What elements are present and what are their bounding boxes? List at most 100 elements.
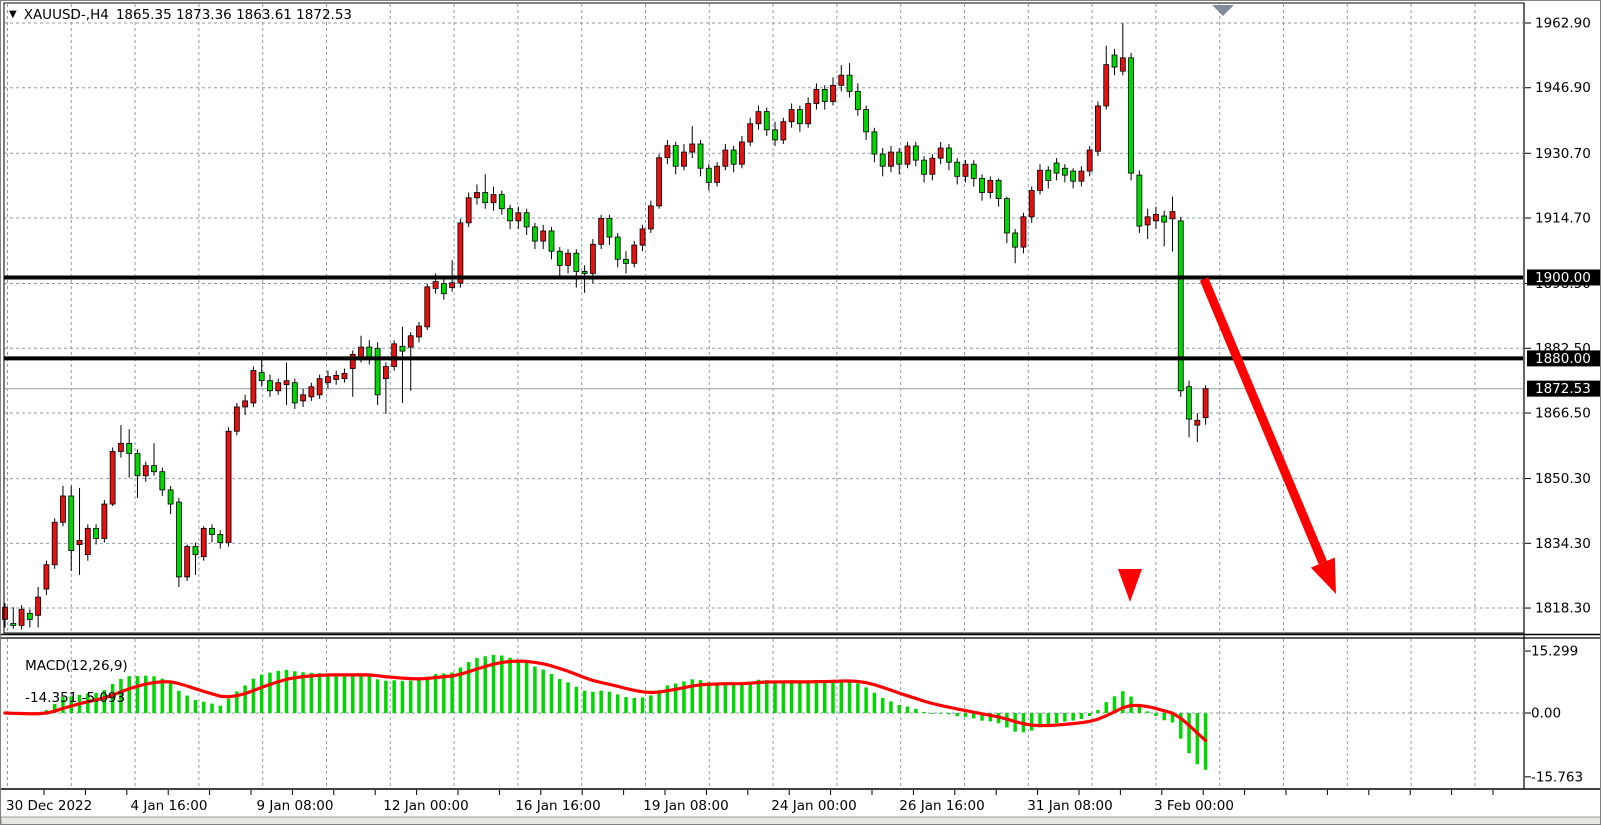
macd-histogram-bar: [442, 673, 446, 713]
chart-shift-marker-icon[interactable]: [1212, 5, 1234, 16]
macd-histogram-bar: [483, 656, 487, 713]
candle: [275, 378, 282, 395]
candle: [18, 605, 25, 630]
candle: [84, 524, 91, 561]
bid-price-badge-label: 1872.53: [1535, 381, 1591, 397]
candle-body-up: [432, 281, 439, 289]
macd-histogram-bar: [1054, 713, 1059, 724]
candle-body-down: [573, 252, 580, 272]
candle-body-down: [581, 271, 588, 274]
macd-histogram-bar: [715, 682, 719, 713]
macd-histogram-bar: [342, 675, 347, 713]
candle: [854, 83, 861, 116]
macd-histogram-bar: [168, 682, 173, 713]
candle: [35, 587, 42, 628]
macd-histogram-bar: [1071, 713, 1075, 721]
candle-body-up: [43, 564, 50, 590]
candle: [623, 251, 629, 274]
candle: [142, 461, 149, 482]
macd-histogram-bar: [1038, 713, 1042, 728]
candle: [325, 370, 331, 389]
candle-body-down: [159, 471, 166, 491]
price-axis-label: 1866.50: [1535, 406, 1591, 422]
candle-body-down: [134, 453, 141, 477]
candle: [565, 249, 571, 274]
candle-body-down: [1136, 174, 1143, 227]
time-axis-label: 16 Jan 16:00: [515, 798, 600, 814]
candle-body-down: [1045, 169, 1052, 181]
candle-body-up: [830, 84, 836, 102]
candle: [772, 121, 778, 146]
candle-body-up: [888, 151, 894, 167]
candle: [233, 402, 240, 436]
trend-arrow-shaft[interactable]: [1199, 277, 1328, 565]
candle-body-down: [151, 465, 157, 473]
candle: [821, 85, 828, 110]
price-axis-label: 1962.90: [1535, 16, 1591, 32]
candle-body-down: [523, 212, 530, 228]
candle: [805, 97, 812, 128]
macd-histogram-bar: [110, 684, 115, 713]
candle: [440, 279, 447, 300]
candle-body-down: [556, 250, 563, 266]
macd-histogram-bar: [450, 672, 454, 713]
macd-histogram-bar: [268, 672, 272, 713]
sell-arrow-marker[interactable]: [1118, 569, 1142, 602]
candle-body-down: [267, 380, 273, 392]
time-axis-label: 9 Jan 08:00: [257, 798, 334, 814]
candle: [830, 77, 836, 106]
candle-body-down: [1061, 167, 1068, 176]
macd-histogram-bar: [259, 674, 264, 713]
candle-body-down: [366, 346, 373, 359]
candle-body-up: [788, 109, 795, 123]
macd-histogram-bar: [301, 672, 305, 713]
candle-body-up: [449, 282, 456, 289]
trend-arrow-head[interactable]: [1310, 557, 1336, 594]
macd-histogram-bar: [938, 713, 943, 714]
candle-body-up: [341, 372, 348, 380]
candle: [308, 382, 315, 401]
candle-body-up: [813, 88, 820, 104]
candle: [879, 148, 886, 177]
candle: [316, 374, 323, 399]
candle-body-up: [225, 430, 232, 543]
macd-histogram-bar: [731, 683, 736, 713]
symbol-dropdown-icon[interactable]: ▼: [9, 9, 17, 20]
candle: [184, 544, 191, 581]
candle-body-up: [904, 145, 911, 165]
candle: [1053, 158, 1060, 181]
candle-body-up: [565, 252, 571, 266]
time-axis-label: 12 Jan 00:00: [383, 798, 468, 814]
macd-histogram-bar: [690, 679, 694, 713]
chart-title: ▼ XAUUSD-,H4 1865.35 1873.36 1863.61 187…: [9, 7, 352, 23]
candle-body-up: [184, 546, 191, 578]
candle-body-up: [681, 151, 687, 167]
macd-histogram-bar: [193, 700, 198, 713]
candle-body-down: [126, 442, 133, 454]
time-axis-label: 4 Jan 16:00: [131, 798, 208, 814]
price-axis-label: 1850.30: [1535, 471, 1591, 487]
candle-body-up: [1095, 105, 1101, 152]
candle-body-up: [722, 149, 729, 167]
candle-body-down: [954, 161, 961, 177]
candle: [60, 485, 66, 527]
candle: [763, 107, 770, 136]
candle: [175, 498, 182, 588]
candle-body-up: [1194, 419, 1201, 426]
macd-histogram-bar: [1087, 713, 1092, 716]
candle-body-down: [175, 501, 182, 578]
time-axis-label: 3 Feb 00:00: [1154, 798, 1234, 814]
candle: [995, 178, 1002, 207]
candle-body-up: [1078, 170, 1085, 182]
candle-body-up: [142, 465, 149, 477]
macd-histogram-bar: [516, 659, 521, 713]
candle: [93, 524, 99, 545]
macd-histogram-bar: [1195, 713, 1200, 765]
candle: [1086, 145, 1093, 177]
candle: [912, 141, 919, 167]
candle-body-up: [391, 343, 398, 367]
candle: [1045, 166, 1052, 189]
candle: [474, 184, 480, 205]
